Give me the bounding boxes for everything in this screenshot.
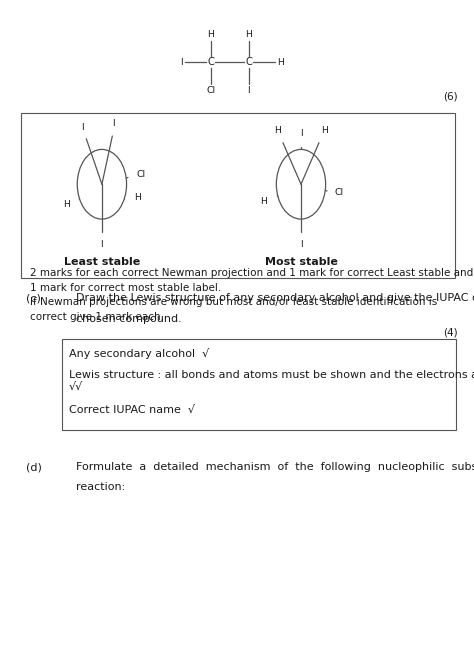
Text: I: I — [300, 240, 302, 249]
Text: √√: √√ — [69, 382, 83, 392]
Text: Formulate  a  detailed  mechanism  of  the  following  nucleophilic  substitutio: Formulate a detailed mechanism of the fo… — [76, 462, 474, 472]
Text: chosen compound.: chosen compound. — [76, 314, 182, 324]
Text: Cl: Cl — [334, 188, 344, 197]
Text: 1 mark for correct most stable label.: 1 mark for correct most stable label. — [30, 283, 221, 293]
Text: (4): (4) — [443, 328, 457, 337]
Text: I: I — [112, 119, 115, 129]
Text: H: H — [261, 196, 267, 206]
Text: Draw the Lewis structure of any secondary alcohol and give the IUPAC of the: Draw the Lewis structure of any secondar… — [76, 293, 474, 304]
Text: 2 marks for each correct Newman projection and 1 mark for correct Least stable a: 2 marks for each correct Newman projecti… — [30, 268, 473, 278]
Text: H: H — [134, 193, 141, 202]
Text: (d): (d) — [26, 462, 42, 472]
Bar — [21, 113, 455, 278]
Text: If Newman projections are wrong but most and/or least stable identification is: If Newman projections are wrong but most… — [30, 297, 437, 308]
Text: H: H — [246, 30, 252, 39]
Text: correct give 1 mark each.: correct give 1 mark each. — [30, 312, 164, 322]
Text: C: C — [246, 58, 252, 67]
Circle shape — [77, 149, 127, 219]
Text: Most stable: Most stable — [264, 257, 337, 267]
Text: Least stable: Least stable — [64, 257, 140, 267]
Text: C: C — [208, 58, 214, 67]
Text: I: I — [300, 129, 302, 139]
Text: I: I — [81, 123, 83, 132]
Text: reaction:: reaction: — [76, 482, 125, 492]
Text: I: I — [180, 58, 182, 67]
Text: Lewis structure : all bonds and atoms must be shown and the electrons around O: Lewis structure : all bonds and atoms mu… — [69, 370, 474, 380]
Text: Any secondary alcohol  √: Any secondary alcohol √ — [69, 348, 209, 359]
Text: Correct IUPAC name  √: Correct IUPAC name √ — [69, 405, 195, 415]
Bar — [62, 339, 456, 430]
Text: H: H — [63, 200, 70, 209]
Text: H: H — [321, 126, 328, 135]
Text: (c): (c) — [26, 293, 41, 304]
Text: I: I — [100, 240, 103, 249]
Circle shape — [276, 149, 326, 219]
Text: Cl: Cl — [136, 170, 146, 179]
Text: (6): (6) — [443, 92, 457, 101]
Text: H: H — [274, 126, 281, 135]
Text: I: I — [247, 86, 250, 94]
Text: Cl: Cl — [206, 86, 216, 94]
Text: H: H — [208, 30, 214, 39]
Text: H: H — [277, 58, 284, 67]
